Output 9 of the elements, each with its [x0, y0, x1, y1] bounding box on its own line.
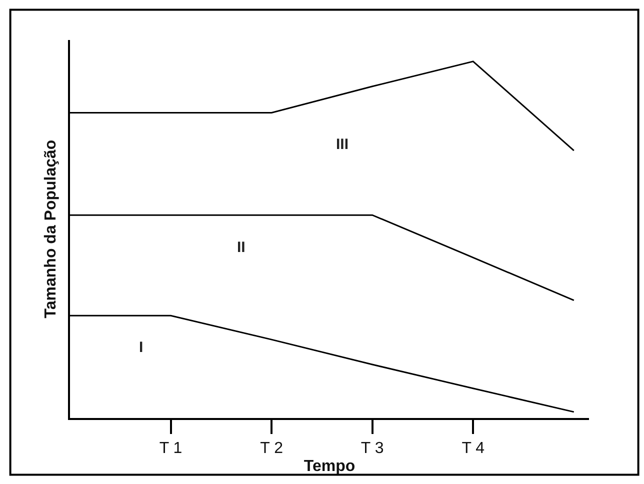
- y-axis-title: Tamanho da População: [42, 140, 60, 318]
- x-axis-title: Tempo: [304, 458, 356, 476]
- text: III: [336, 136, 349, 153]
- x-tick-label: T 1: [159, 440, 182, 457]
- series-label: II: [237, 239, 246, 256]
- x-tick-label: T 3: [360, 440, 384, 457]
- x-tick-label: T 4: [462, 440, 485, 457]
- series-label: I: [139, 339, 144, 356]
- x-tick-label: T 2: [260, 440, 284, 457]
